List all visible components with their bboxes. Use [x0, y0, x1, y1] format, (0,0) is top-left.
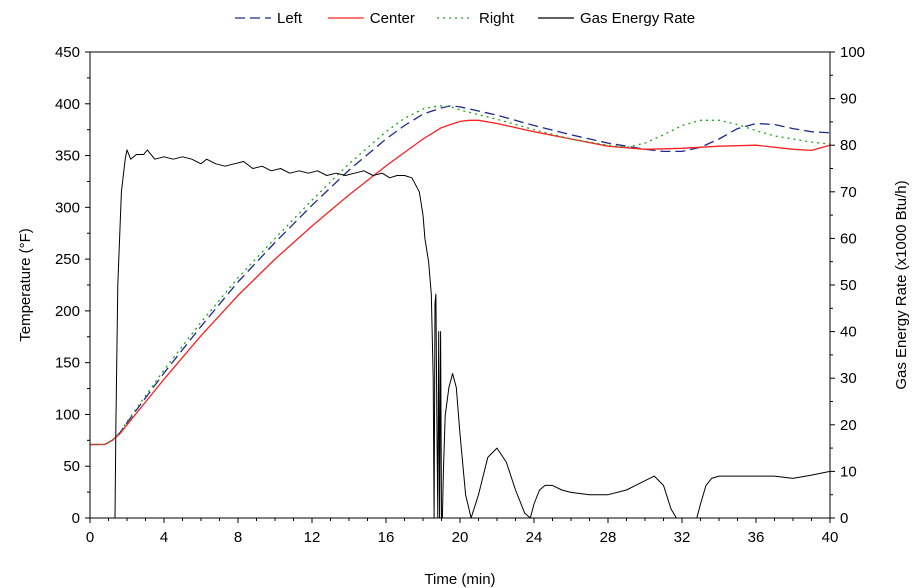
y-tick-label: 350	[55, 148, 80, 165]
legend: Left Center Right Gas Energy Rate	[235, 10, 695, 27]
y-tick-label: 400	[55, 96, 80, 113]
x-tick-label: 20	[452, 529, 469, 546]
legend-label: Left	[277, 10, 303, 27]
y-tick-label: 200	[55, 303, 80, 320]
y2-tick-label: 10	[840, 463, 857, 480]
y2-tick-label: 90	[840, 91, 857, 108]
y2-tick-label: 40	[840, 324, 857, 341]
y2-tick-label: 50	[840, 277, 857, 294]
series-line-gas-energy-rate	[90, 149, 831, 519]
legend-label: Right	[479, 10, 515, 27]
y2-tick-label: 20	[840, 417, 857, 434]
x-tick-label: 4	[160, 529, 168, 546]
x-tick-label: 16	[378, 529, 395, 546]
axes-layer: 0 4 8 12 16 20 24 28 32 36 40050100150200250300350…	[55, 44, 865, 546]
legend-label: Center	[370, 10, 415, 27]
y-tick-label: 50	[63, 458, 80, 475]
x-tick-label: 8	[234, 529, 242, 546]
y-tick-label: 0	[72, 510, 80, 527]
series-layer	[90, 105, 831, 519]
y2-tick-label: 80	[840, 137, 857, 154]
legend-label: Gas Energy Rate	[580, 10, 695, 27]
legend-item-right: Right	[437, 10, 515, 27]
y2-tick-label: 100	[840, 44, 865, 61]
x-tick-label: 12	[304, 529, 321, 546]
series-line-left	[90, 105, 831, 446]
y-tick-label: 150	[55, 355, 80, 372]
y2-tick-label: 70	[840, 184, 857, 201]
legend-item-left: Left	[235, 10, 303, 27]
y-tick-label: 100	[55, 406, 80, 423]
x-tick-label: 28	[600, 529, 617, 546]
x-tick-label: 40	[822, 529, 839, 546]
x-tick-label: 32	[674, 529, 691, 546]
legend-item-center: Center	[327, 10, 415, 27]
y-tick-label: 250	[55, 251, 80, 268]
y2-tick-label: 0	[840, 510, 848, 527]
x-tick-label: 36	[748, 529, 765, 546]
y2-axis-title: Gas Energy Rate (x1000 Btu/h)	[893, 180, 910, 389]
y-tick-label: 300	[55, 199, 80, 216]
series-line-right	[90, 105, 831, 446]
y2-tick-label: 30	[840, 370, 857, 387]
y-tick-label: 450	[55, 44, 80, 61]
series-line-center	[90, 119, 831, 446]
y2-tick-label: 60	[840, 230, 857, 247]
y-axis-title: Temperature (°F)	[17, 228, 34, 342]
x-tick-label: 0	[86, 529, 94, 546]
x-tick-label: 24	[526, 529, 543, 546]
x-axis-title: Time (min)	[424, 571, 495, 588]
legend-item-gas-energy-rate: Gas Energy Rate	[538, 10, 695, 27]
